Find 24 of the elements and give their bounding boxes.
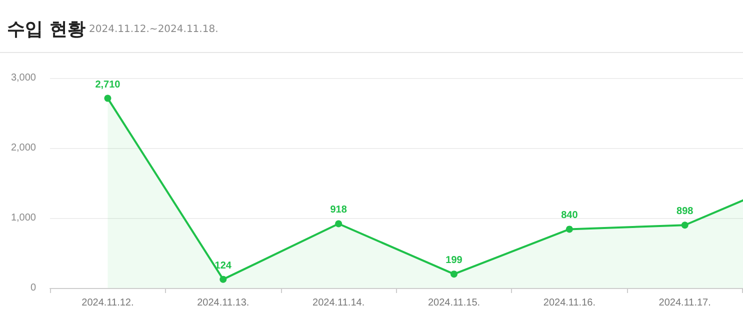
- y-tick-label: 1,000: [10, 212, 36, 224]
- point: [104, 94, 112, 102]
- x-tick-label: 2024.11.13.: [197, 298, 250, 308]
- y-tick-label: 2,000: [10, 142, 36, 154]
- data-label: 898: [676, 206, 694, 218]
- chart-subtitle: 2024.11.12.~2024.11.18.: [89, 24, 218, 35]
- x-tick-label: 2024.11.17.: [658, 298, 711, 308]
- point: [450, 270, 458, 278]
- point: [220, 276, 227, 283]
- x-tick-label: 2024.11.12.: [82, 298, 134, 308]
- point: [335, 220, 342, 228]
- data-label: 918: [330, 204, 348, 216]
- x-tick-label: 2024.11.15.: [428, 298, 480, 308]
- y-tick-label: 3,000: [10, 72, 36, 84]
- point: [566, 226, 573, 233]
- data-label: 124: [214, 260, 232, 272]
- data-label: 2,710: [95, 79, 121, 90]
- data-label: 840: [561, 210, 578, 222]
- point: [681, 222, 688, 229]
- data-label: 199: [446, 255, 463, 266]
- x-tick-label: 2024.11.16.: [543, 298, 596, 308]
- chart-title: 수입 현황: [7, 18, 86, 41]
- y-tick-label: 0: [30, 282, 36, 294]
- x-tick-label: 2024.11.14.: [312, 298, 365, 308]
